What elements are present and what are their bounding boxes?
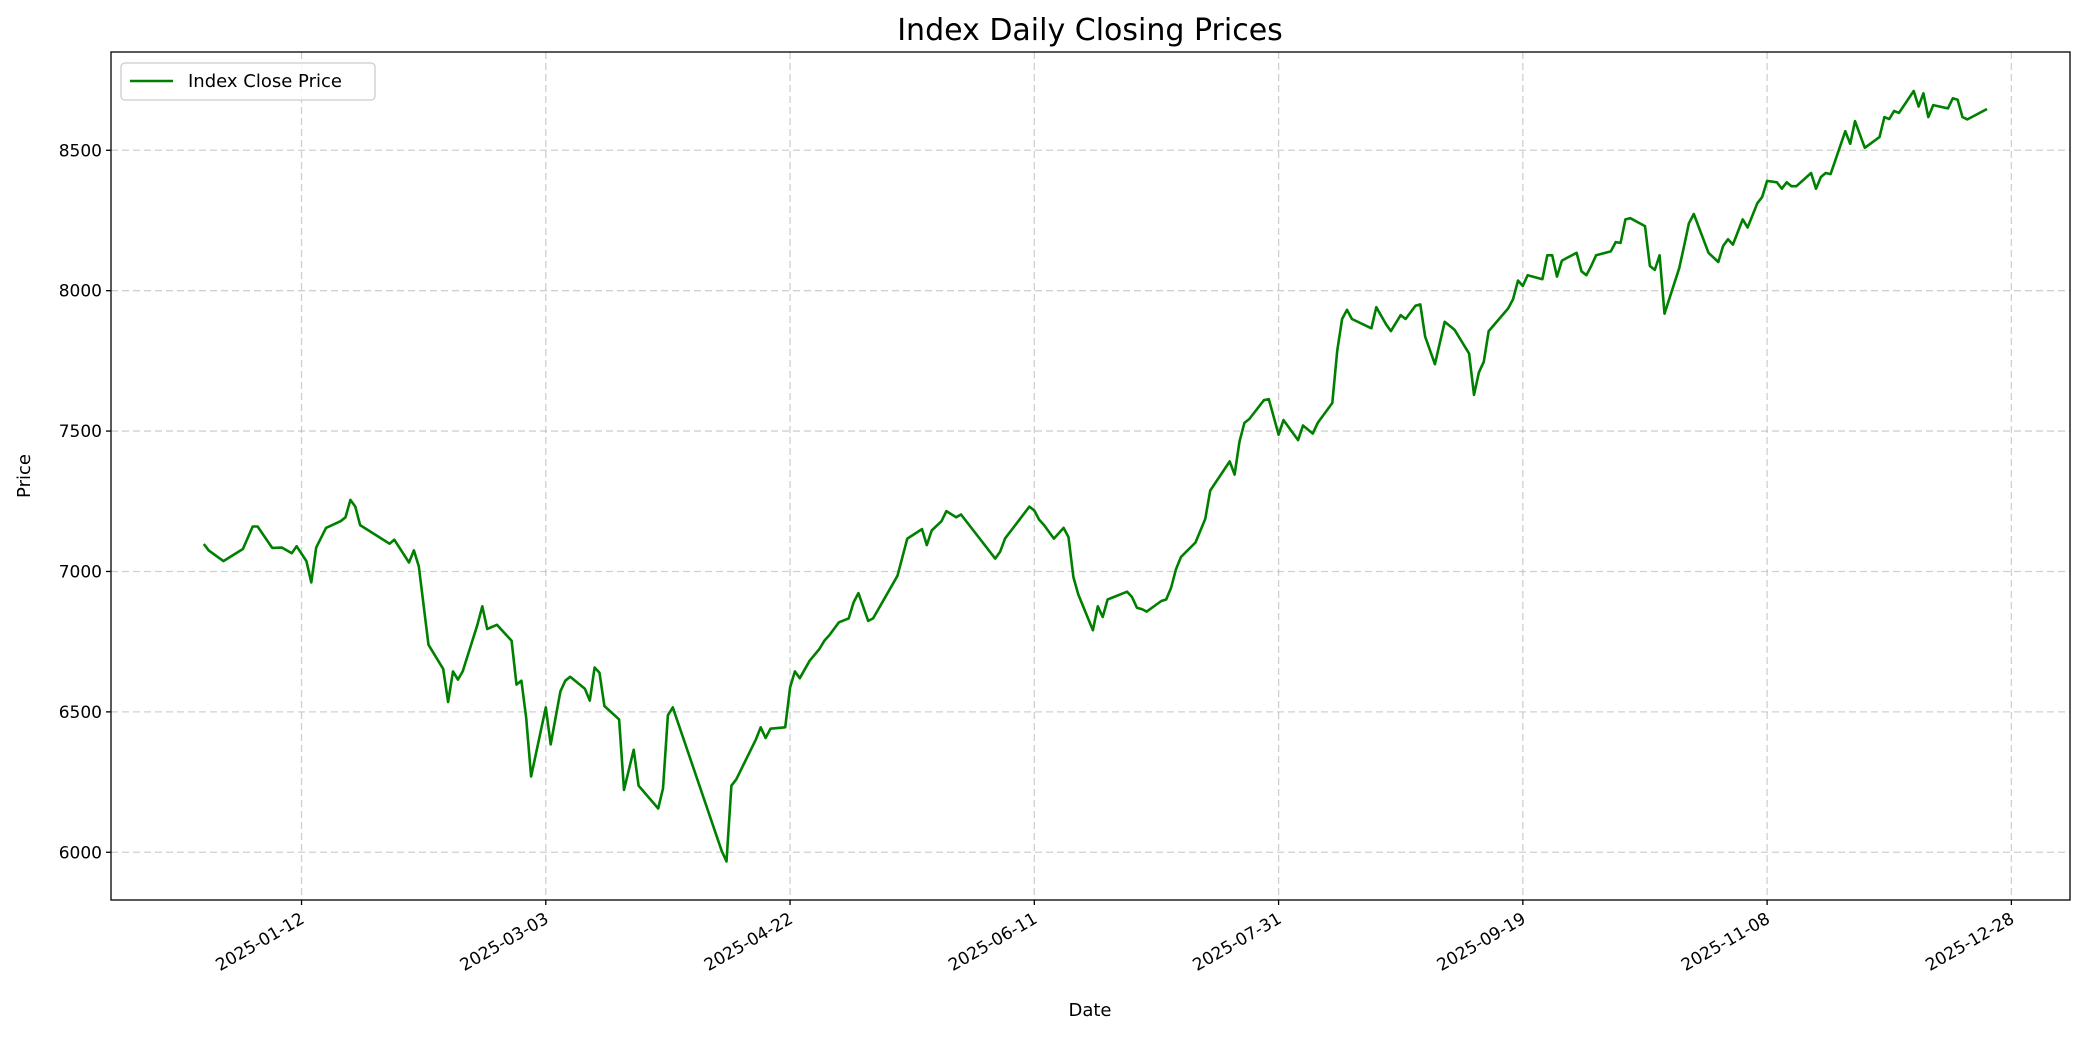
x-axis-label: Date [1068,1000,1111,1021]
y-tick-label: 6500 [59,703,102,723]
y-tick-label: 6000 [59,843,102,863]
y-axis-label: Price [14,454,35,498]
grid [111,52,2070,900]
y-tick-label: 7000 [59,562,102,582]
series-line-index-close-price [202,89,1988,863]
series-lines [202,89,1988,863]
y-tick-label: 8500 [59,141,102,161]
plot-frame [110,51,2071,901]
legend-label: Index Close Price [188,71,342,92]
chart-title: Index Daily Closing Prices [897,13,1283,48]
y-tick-label: 8000 [59,282,102,302]
legend: Index Close Price [120,62,376,101]
legend-box [120,62,376,101]
y-axis: 6000 6500 7000 7500 8000 8500 [59,141,111,863]
y-tick-label: 7500 [59,422,102,442]
